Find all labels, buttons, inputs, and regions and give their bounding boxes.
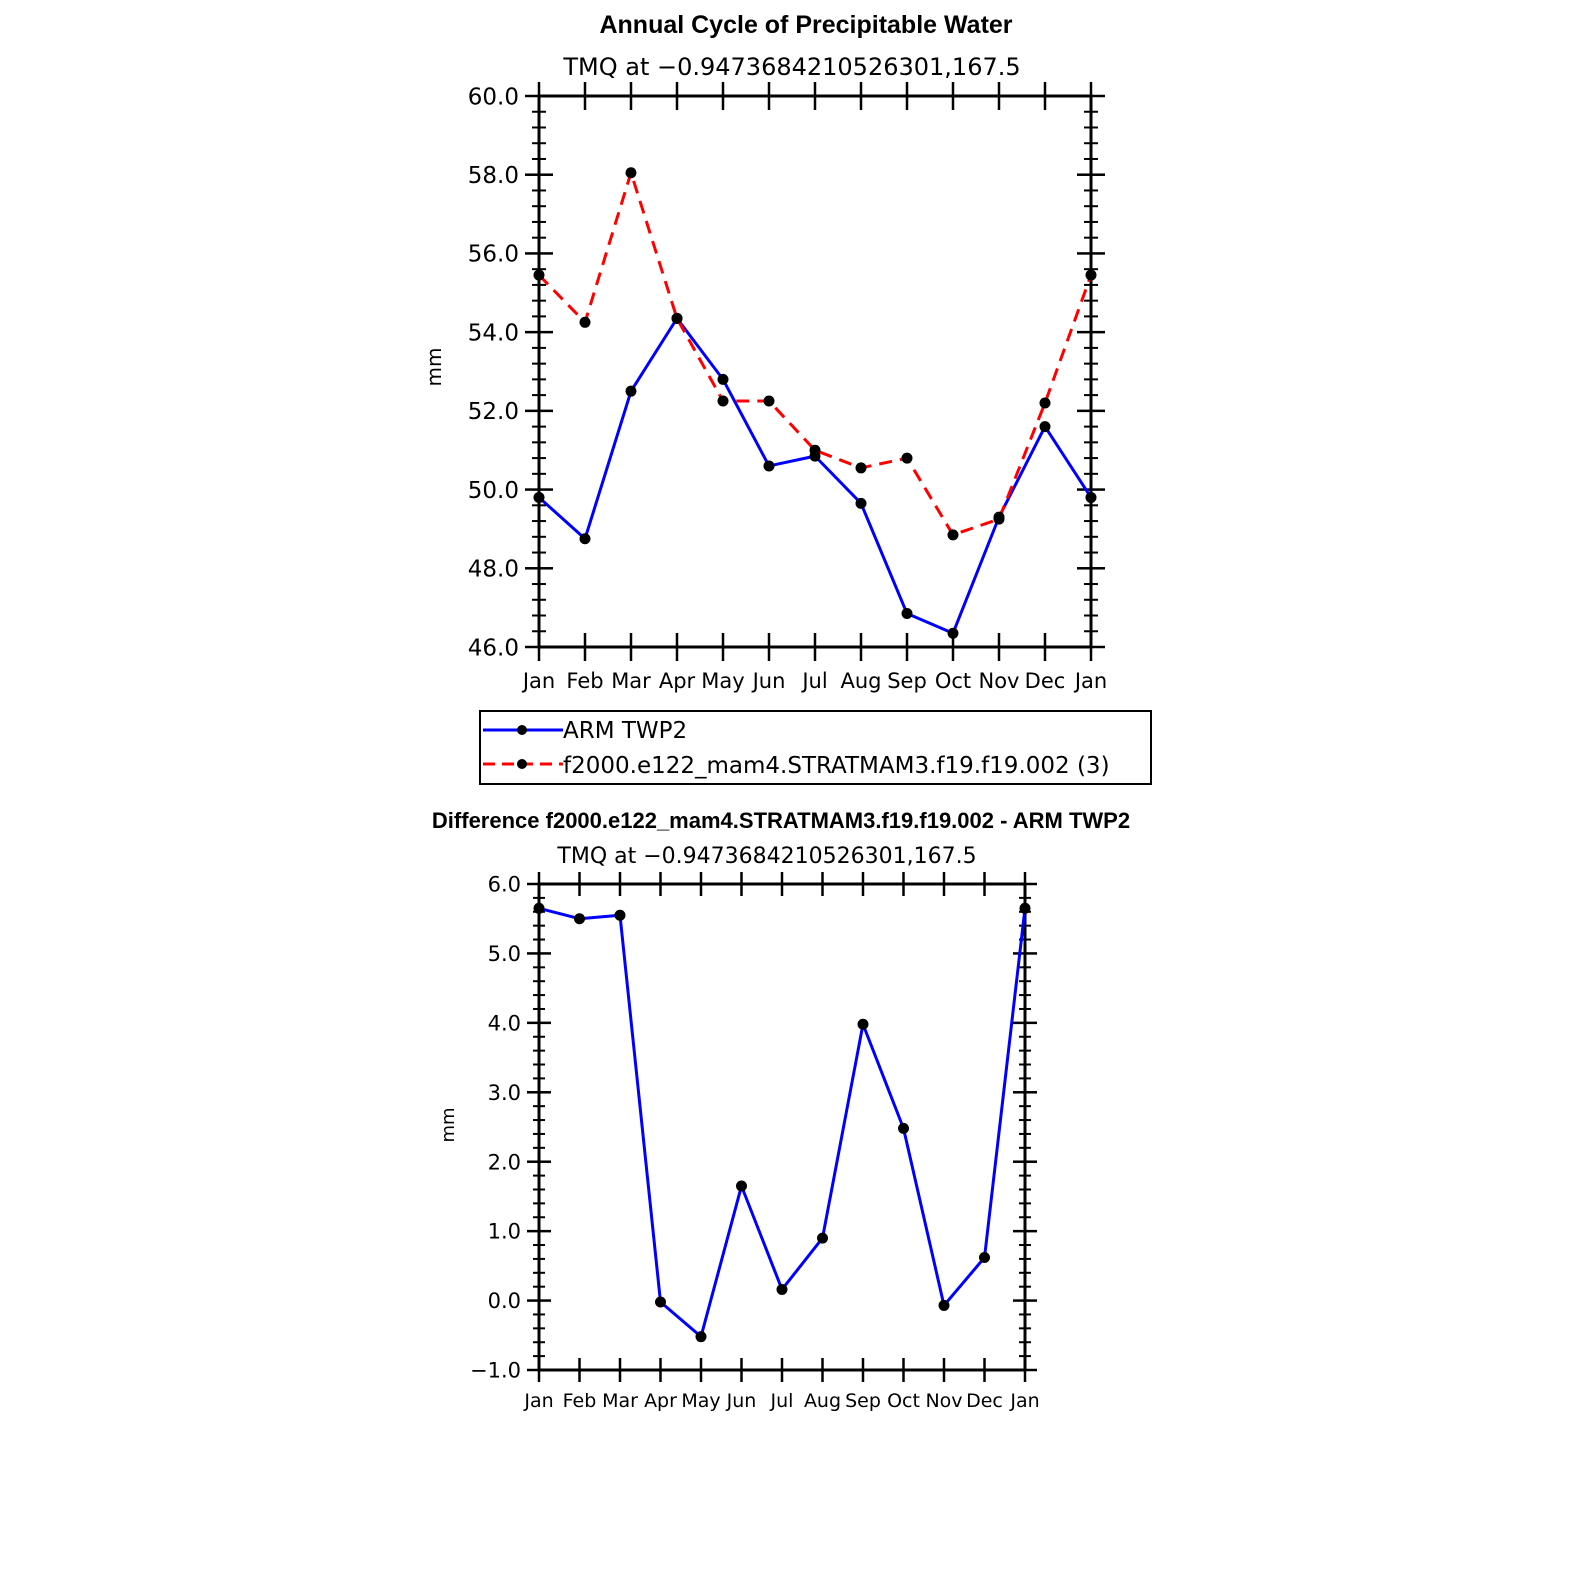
data-point bbox=[763, 395, 775, 407]
y-tick-label: 50.0 bbox=[468, 478, 519, 504]
plot-frame bbox=[537, 882, 1027, 1372]
data-point bbox=[993, 513, 1005, 525]
x-tick-label: Jan bbox=[1073, 669, 1107, 693]
legend-marker-model bbox=[517, 759, 527, 769]
x-tick-label: Oct bbox=[935, 669, 971, 693]
data-point bbox=[533, 902, 545, 914]
data-point bbox=[763, 460, 775, 472]
y-tick-label: 58.0 bbox=[468, 163, 519, 189]
x-tick-label: Jun bbox=[751, 669, 786, 693]
x-tick-label: May bbox=[681, 1390, 720, 1412]
data-point bbox=[938, 1299, 950, 1311]
data-point bbox=[776, 1283, 788, 1295]
data-point bbox=[614, 909, 626, 921]
data-point bbox=[1039, 397, 1051, 409]
x-tick-label: Sep bbox=[887, 669, 927, 693]
x-tick-label: Jul bbox=[770, 1390, 794, 1412]
series-line bbox=[537, 316, 1093, 635]
y-tick-label: 48.0 bbox=[468, 557, 519, 583]
data-point bbox=[947, 529, 959, 541]
data-point bbox=[671, 312, 683, 324]
data-point bbox=[857, 1018, 869, 1030]
chart-subtitle: TMQ at −0.9473684210526301,167.5 bbox=[556, 844, 976, 869]
data-point bbox=[979, 1252, 990, 1264]
data-point bbox=[579, 533, 591, 545]
data-point bbox=[809, 444, 821, 456]
chart-subtitle: TMQ at −0.9473684210526301,167.5 bbox=[562, 53, 1020, 81]
data-point bbox=[947, 627, 959, 639]
x-tick-label: Dec bbox=[1025, 669, 1066, 693]
annual-cycle-chart: Annual Cycle of Precipitable Water TMQ a… bbox=[422, 11, 1152, 785]
data-point bbox=[855, 497, 867, 509]
data-point bbox=[817, 1232, 828, 1244]
x-tick-label: Nov bbox=[979, 669, 1020, 693]
data-point bbox=[625, 385, 637, 397]
x-tick-label: Apr bbox=[644, 1390, 677, 1412]
y-axis-label: mm bbox=[438, 1107, 459, 1142]
data-point bbox=[574, 913, 585, 925]
x-tick-label: Jan bbox=[1009, 1390, 1039, 1412]
x-tick-label: Nov bbox=[925, 1390, 962, 1412]
legend: ARM TWP2 f2000.e122_mam4.STRATMAM3.f19.f… bbox=[479, 710, 1152, 785]
x-tick-label: Feb bbox=[566, 669, 603, 693]
x-tick-label: Mar bbox=[602, 1390, 638, 1412]
data-point bbox=[579, 316, 591, 328]
x-tick-label: Feb bbox=[563, 1390, 597, 1412]
data-point bbox=[655, 1296, 666, 1308]
x-tick-label: Jul bbox=[800, 669, 827, 693]
data-point bbox=[533, 269, 545, 281]
data-point bbox=[533, 491, 545, 503]
y-tick-label: 2.0 bbox=[488, 1150, 521, 1174]
series-line bbox=[538, 906, 1027, 1339]
data-point bbox=[695, 1331, 707, 1343]
y-tick-label: 54.0 bbox=[468, 320, 519, 346]
x-tick-label: Jun bbox=[726, 1390, 757, 1412]
legend-label-model: f2000.e122_mam4.STRATMAM3.f19.f19.002 (3… bbox=[563, 753, 1110, 779]
y-tick-label: 4.0 bbox=[488, 1011, 521, 1035]
data-point bbox=[1039, 421, 1051, 433]
chart-title: Annual Cycle of Precipitable Water bbox=[599, 11, 1012, 39]
y-tick-label: 1.0 bbox=[488, 1220, 521, 1244]
x-tick-label: Aug bbox=[840, 669, 881, 693]
data-point bbox=[1085, 269, 1097, 281]
x-tick-label: Mar bbox=[611, 669, 651, 693]
x-tick-label: Oct bbox=[887, 1390, 920, 1412]
data-point bbox=[1085, 491, 1097, 503]
chart-title: Difference f2000.e122_mam4.STRATMAM3.f19… bbox=[432, 808, 1130, 833]
legend-label-arm: ARM TWP2 bbox=[563, 718, 687, 744]
x-tick-label: Jan bbox=[521, 669, 555, 693]
data-point bbox=[855, 462, 867, 474]
y-tick-label: −1.0 bbox=[470, 1359, 521, 1383]
data-point bbox=[1019, 902, 1031, 914]
y-tick-label: 52.0 bbox=[468, 399, 519, 425]
y-axis-label: mm bbox=[422, 348, 446, 387]
data-point bbox=[717, 373, 729, 385]
x-tick-label: Sep bbox=[845, 1390, 881, 1412]
legend-box bbox=[479, 710, 1152, 785]
y-tick-label: 5.0 bbox=[488, 942, 521, 966]
plot-frame bbox=[537, 94, 1093, 649]
data-point bbox=[898, 1122, 909, 1134]
y-tick-label: 3.0 bbox=[488, 1081, 521, 1105]
x-tick-label: Aug bbox=[804, 1390, 841, 1412]
data-point bbox=[625, 167, 637, 179]
y-tick-label: 6.0 bbox=[488, 873, 521, 897]
x-tick-label: Apr bbox=[659, 669, 696, 693]
y-tick-label: 46.0 bbox=[468, 635, 519, 661]
y-tick-label: 56.0 bbox=[468, 242, 519, 268]
data-point bbox=[736, 1180, 747, 1192]
x-tick-label: Dec bbox=[966, 1390, 1003, 1412]
data-point bbox=[717, 395, 729, 407]
legend-marker-arm bbox=[517, 725, 527, 735]
x-tick-label: May bbox=[701, 669, 744, 693]
data-point bbox=[901, 608, 913, 620]
y-tick-label: 60.0 bbox=[468, 84, 519, 110]
difference-chart: Difference f2000.e122_mam4.STRATMAM3.f19… bbox=[432, 808, 1130, 1412]
x-tick-label: Jan bbox=[523, 1390, 553, 1412]
data-point bbox=[901, 452, 913, 464]
series-line bbox=[537, 171, 1093, 537]
y-tick-label: 0.0 bbox=[488, 1289, 521, 1313]
